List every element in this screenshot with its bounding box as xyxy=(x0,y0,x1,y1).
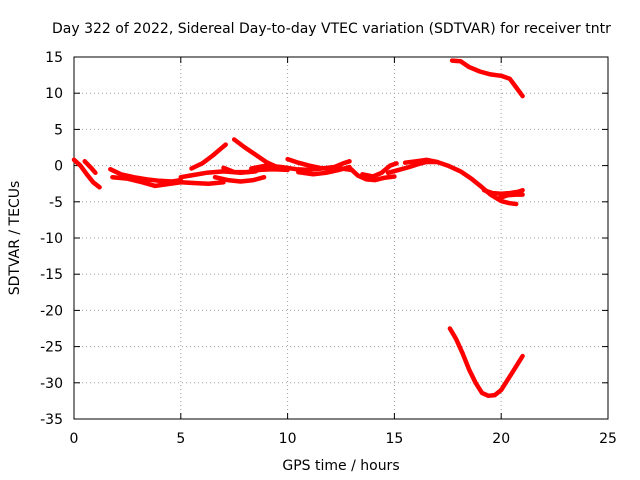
sdtvar-trace-seg-a xyxy=(71,157,102,190)
x-tick-label: 25 xyxy=(599,431,617,447)
x-tick-label: 20 xyxy=(492,431,510,447)
x-tick-label: 5 xyxy=(176,431,185,447)
sdtvar-trace-seg-f xyxy=(189,142,228,171)
y-tick-label: -20 xyxy=(40,303,63,319)
chart-title: Day 322 of 2022, Sidereal Day-to-day VTE… xyxy=(52,21,611,37)
x-tick-label: 0 xyxy=(70,431,79,447)
trace-layer xyxy=(71,58,525,399)
x-tick-label: 15 xyxy=(385,431,403,447)
x-tick-label: 10 xyxy=(279,431,297,447)
y-tick-label: 5 xyxy=(54,122,63,138)
plot-frame xyxy=(73,56,609,420)
sdtvar-trace-seg-s xyxy=(449,58,525,99)
sdtvar-trace-seg-h xyxy=(221,165,290,175)
sdtvar-trace-seg-p xyxy=(402,157,440,165)
grid-layer xyxy=(74,57,608,419)
x-axis-label: GPS time / hours xyxy=(282,458,399,474)
y-axis-label: SDTVAR / TECUs xyxy=(7,181,23,296)
y-tick-label: -10 xyxy=(40,231,63,247)
sdtvar-trace-seg-j xyxy=(249,159,352,173)
sdtvar-trace-seg-b xyxy=(82,159,98,176)
y-tick-label: -35 xyxy=(40,412,63,428)
sdtvar-trace-seg-q xyxy=(481,187,525,197)
y-tick-label: -5 xyxy=(49,195,63,211)
sdtvar-trace-seg-d xyxy=(110,174,226,189)
sdtvar-trace-seg-r xyxy=(496,192,525,201)
sdtvar-trace-seg-g xyxy=(212,174,267,184)
y-tick-label: 0 xyxy=(54,159,63,175)
sdtvar-trace-seg-n xyxy=(360,161,399,179)
y-tick-label: 10 xyxy=(45,86,63,102)
tick-layer: 0 5 10 15 20 25 -35 -30 -25 -20 -15 -10 -5 0 5 10 15 xyxy=(40,50,617,447)
y-tick-label: -15 xyxy=(40,267,63,283)
sdtvar-trace-seg-t xyxy=(447,326,525,399)
sdtvar-trace-seg-l xyxy=(296,164,352,177)
y-tick-label: 15 xyxy=(45,50,63,66)
sdtvar-trace-seg-m xyxy=(347,165,397,183)
y-tick-label: -25 xyxy=(40,340,63,356)
y-tick-label: -30 xyxy=(40,376,63,392)
